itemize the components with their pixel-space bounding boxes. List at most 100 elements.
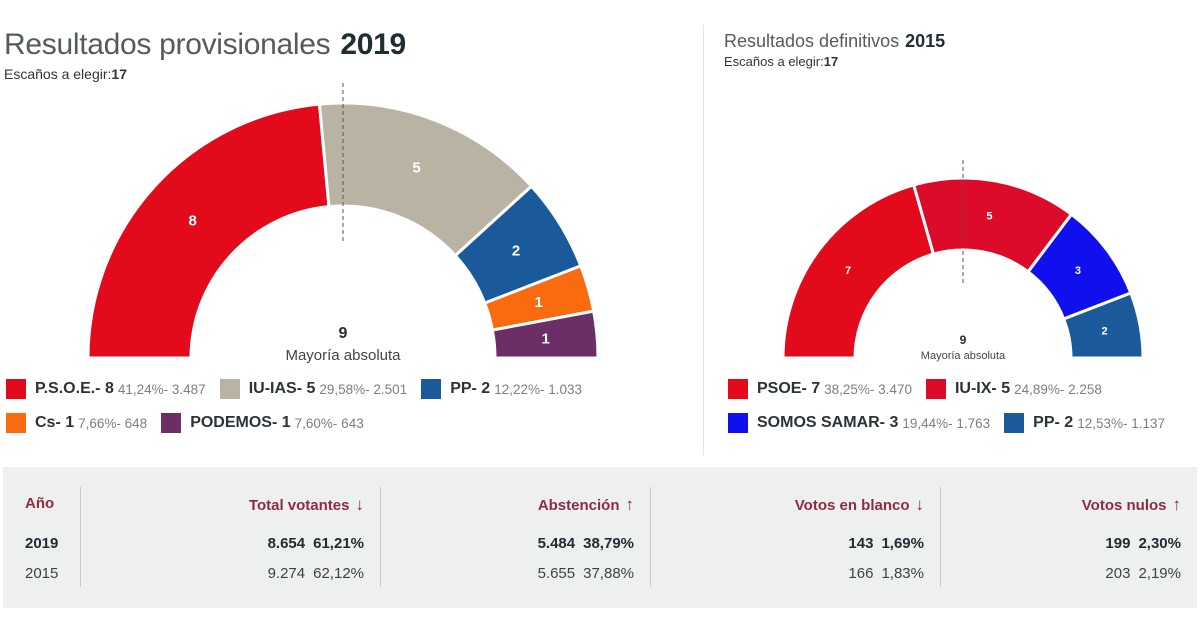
legend-2015: PSOE- 7 38,25%- 3.470 IU-IX- 5 24,89%- 2.25…	[728, 372, 1200, 440]
legend-item[interactable]: PP- 2 12,22%- 1.033	[421, 372, 596, 406]
legend-item[interactable]: IU-IX- 5 24,89%- 2.258	[925, 372, 1116, 406]
segment-podemos[interactable]	[490, 309, 600, 360]
cell-total-voters-2015: 9.274 62,12%	[268, 565, 364, 582]
legend-party-seats: SOMOS SAMAR- 3	[757, 414, 899, 431]
legend-stats: 12,22%- 1.033	[494, 381, 583, 397]
seats-label: Escaños a elegir:	[4, 66, 112, 82]
cell-value: 199	[1105, 535, 1131, 552]
majority-label: Mayoría absoluta	[285, 347, 401, 364]
header-label: Votos en blanco	[794, 497, 910, 514]
seat-label-p-s-o-e: 8	[188, 212, 196, 229]
col-total-voters: Total votantes ↓ 8.654 61,21% 9.274 62,12%	[81, 487, 381, 587]
cell-pct: 2,19%	[1138, 565, 1181, 582]
seat-label-psoe: 7	[845, 265, 851, 277]
legend-2019: P.S.O.E.- 8 41,24%- 3.487 IU-IAS- 5 29,58%-…	[6, 372, 646, 440]
legend-stats: 24,89%- 2.258	[1014, 381, 1102, 397]
seats-label: Escaños a elegir:	[724, 54, 824, 69]
seat-label-pp: 2	[512, 242, 520, 259]
header-null-votes[interactable]: Votos nulos ↑	[1082, 495, 1181, 515]
arrow-down-icon: ↓	[355, 495, 365, 514]
header-total-voters[interactable]: Total votantes ↓	[249, 495, 364, 515]
seat-label-iu-ix: 5	[986, 210, 992, 222]
legend-item[interactable]: Cs- 1 7,66%- 648	[6, 406, 161, 440]
legend-swatch	[421, 379, 442, 399]
seat-label-pp: 2	[1101, 326, 1107, 338]
segment-pp[interactable]	[1061, 291, 1145, 360]
arrow-down-icon: ↓	[915, 495, 925, 514]
legend-item[interactable]: PSOE- 7 38,25%- 3.470	[728, 372, 926, 406]
cell-total-voters-2019: 8.654 61,21%	[268, 535, 364, 552]
cell-value: 5.655	[537, 565, 576, 582]
legend-swatch	[219, 379, 240, 399]
header-blank-votes[interactable]: Votos en blanco ↓	[795, 495, 924, 515]
majority-number: 9	[339, 325, 348, 342]
legend-party-seats: P.S.O.E.- 8	[35, 380, 114, 397]
col-blank-votes: Votos en blanco ↓ 143 1,69% 166 1,83%	[651, 487, 941, 587]
title-year: 2015	[905, 31, 946, 51]
header-abstention[interactable]: Abstención ↑	[538, 495, 634, 515]
legend-party-seats: Cs- 1	[35, 414, 75, 431]
cell-null-votes-2015: 203 2,19%	[1105, 565, 1181, 582]
legend-stats: 38,25%- 3.470	[824, 381, 912, 397]
legend-stats: 12,53%- 1.137	[1077, 415, 1166, 431]
legend-item[interactable]: PP- 2 12,53%- 1.137	[1004, 406, 1179, 440]
legend-party-seats: IU-IAS- 5	[248, 380, 316, 397]
cell-abstention-2019: 5.484 38,79%	[538, 535, 634, 552]
legend-swatch	[925, 379, 946, 399]
majority-number: 9	[960, 333, 967, 347]
cell-value: 203	[1105, 565, 1131, 582]
panel-divider	[703, 25, 704, 455]
segment-psoe[interactable]	[781, 183, 936, 360]
legend-swatch	[728, 379, 748, 399]
cell-pct: 38,79%	[583, 535, 634, 552]
cell-value: 8.654	[267, 535, 306, 552]
legend-party-seats: PP- 2	[450, 380, 491, 397]
legend-stats: 41,24%- 3.487	[117, 381, 206, 397]
col-null-votes: Votos nulos ↑ 199 2,30% 203 2,19%	[941, 487, 1197, 587]
legend-swatch	[6, 379, 26, 399]
turnout-table: Año 2019 2015 Total votantes ↓ 8.654 61,21…	[3, 467, 1197, 608]
hemicycle-chart-2015: 7 5 3 2 9 Mayoría absoluta	[781, 160, 1145, 362]
title-text: Resultados provisionales	[4, 28, 331, 61]
legend-swatch	[728, 413, 748, 433]
legend-swatch	[6, 413, 26, 433]
row-2015-year: 2015	[25, 565, 59, 582]
legend-item[interactable]: P.S.O.E.- 8 41,24%- 3.487	[6, 372, 220, 406]
legend-item[interactable]: PODEMOS- 1 7,60%- 643	[161, 406, 378, 440]
panel-title-2015: Resultados definitivos 2015	[724, 31, 945, 52]
majority-label: Mayoría absoluta	[921, 350, 1006, 362]
col-abstention: Abstención ↑ 5.484 38,79% 5.655 37,88%	[381, 487, 651, 587]
col-year: Año 2019 2015	[3, 487, 81, 587]
seat-label-cs: 1	[535, 294, 543, 311]
seats-to-elect-2015: Escaños a elegir:17	[724, 54, 838, 69]
legend-stats: 19,44%- 1.763	[902, 415, 991, 431]
row-2019-year: 2019	[25, 535, 59, 552]
cell-value: 9.274	[267, 565, 306, 582]
legend-party-seats: PP- 2	[1033, 414, 1074, 431]
cell-null-votes-2019: 199 2,30%	[1105, 535, 1181, 552]
cell-pct: 1,69%	[881, 535, 924, 552]
cell-abstention-2015: 5.655 37,88%	[538, 565, 634, 582]
legend-stats: 7,60%- 643	[294, 415, 364, 431]
header-label: Abstención	[537, 497, 620, 514]
results-2015-panel: Resultados definitivos 2015 Escaños a ele…	[704, 0, 1200, 460]
arrow-up-icon: ↑	[625, 495, 635, 514]
legend-item[interactable]: IU-IAS- 5 29,58%- 2.501	[219, 372, 422, 406]
panel-title-2019: Resultados provisionales 2019	[4, 28, 406, 62]
legend-item[interactable]: SOMOS SAMAR- 3 19,44%- 1.763	[728, 406, 1004, 440]
cell-value: 166	[848, 565, 874, 582]
header-label: Votos nulos	[1081, 497, 1167, 514]
cell-pct: 62,12%	[313, 565, 364, 582]
title-text: Resultados definitivos	[724, 31, 900, 51]
segment-p-s-o-e[interactable]	[86, 102, 331, 360]
seats-total: 17	[823, 54, 839, 69]
legend-swatch	[161, 413, 182, 433]
seat-label-podemos: 1	[541, 331, 549, 348]
cell-blank-votes-2015: 166 1,83%	[848, 565, 924, 582]
arrow-up-icon: ↑	[1172, 495, 1182, 514]
legend-swatch	[1004, 413, 1025, 433]
header-year: Año	[25, 495, 55, 512]
title-year: 2019	[340, 28, 406, 61]
seat-label-iu-ias: 5	[412, 160, 420, 177]
legend-stats: 7,66%- 648	[78, 415, 148, 431]
